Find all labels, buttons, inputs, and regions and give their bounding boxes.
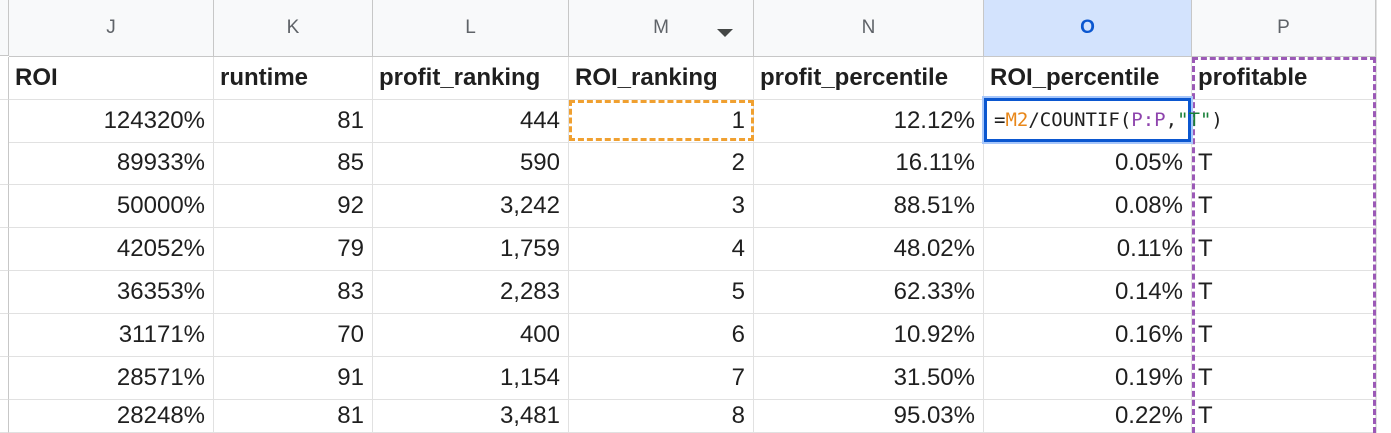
row-gutter[interactable] [0,228,9,271]
cell-o8[interactable]: 0.19% [984,357,1192,400]
cell-n4[interactable]: 88.51% [754,185,984,228]
column-menu-caret-icon[interactable] [717,29,733,37]
cell-n7[interactable]: 10.92% [754,314,984,357]
formula-string: "T" [1177,109,1212,131]
column-header-n[interactable]: N [754,0,984,57]
formula-equals: = [994,109,1006,131]
column-header-p[interactable]: P [1192,0,1376,57]
cell-m7[interactable]: 6 [569,314,754,357]
cell-k5[interactable]: 79 [214,228,373,271]
cell-n9[interactable]: 95.03% [754,400,984,433]
column-letter: P [1277,17,1290,38]
cell-j7[interactable]: 31171% [9,314,214,357]
column-header-l[interactable]: L [373,0,569,57]
column-letter: O [1080,17,1095,38]
row-gutter[interactable] [0,100,9,143]
row-gutter[interactable] [0,142,9,185]
cell-o4[interactable]: 0.08% [984,185,1192,228]
cell-l7[interactable]: 400 [373,314,569,357]
cell-o2[interactable] [984,100,1192,143]
row-gutter[interactable] [0,314,9,357]
column-header-j[interactable]: J [9,0,214,57]
formula-ref-m2: M2 [1005,109,1029,131]
cell-m3[interactable]: 2 [569,142,754,185]
header-cell-n[interactable]: profit_percentile [754,57,984,100]
cell-o5[interactable]: 0.11% [984,228,1192,271]
cell-k4[interactable]: 92 [214,185,373,228]
cell-m6[interactable]: 5 [569,271,754,314]
cell-o3[interactable]: 0.05% [984,142,1192,185]
header-cell-j[interactable]: ROI [9,57,214,100]
column-letter: N [861,17,876,38]
cell-l4[interactable]: 3,242 [373,185,569,228]
cell-j9[interactable]: 28248% [9,400,214,433]
cell-j3[interactable]: 89933% [9,142,214,185]
formula-function: /COUNTIF( [1028,109,1132,131]
row-gutter[interactable] [0,357,9,400]
cell-l8[interactable]: 1,154 [373,357,569,400]
formula-close: ) [1211,109,1223,131]
header-cell-k[interactable]: runtime [214,57,373,100]
row-gutter[interactable] [0,57,9,100]
cell-m4[interactable]: 3 [569,185,754,228]
cell-formula-editor[interactable]: = M2/COUNTIF(P:P, "T") [984,98,1223,142]
column-letter: K [286,17,300,38]
header-cell-l[interactable]: profit_ranking [373,57,569,100]
cell-m8[interactable]: 7 [569,357,754,400]
cell-j2[interactable]: 124320% [9,100,214,143]
cell-l6[interactable]: 2,283 [373,271,569,314]
cell-o7[interactable]: 0.16% [984,314,1192,357]
cell-o9[interactable]: 0.22% [984,400,1192,433]
cell-o6[interactable]: 0.14% [984,271,1192,314]
column-letter: L [465,17,476,38]
row-gutter[interactable] [0,185,9,228]
cell-j5[interactable]: 42052% [9,228,214,271]
cell-n8[interactable]: 31.50% [754,357,984,400]
formula-reference-highlight-m2 [569,100,754,141]
cell-k8[interactable]: 91 [214,357,373,400]
formula-reference-highlight-column-p [1192,57,1376,433]
cell-k9[interactable]: 81 [214,400,373,433]
cell-n3[interactable]: 16.11% [754,142,984,185]
column-letter: M [653,17,669,38]
cell-j4[interactable]: 50000% [9,185,214,228]
cell-k6[interactable]: 83 [214,271,373,314]
cell-l9[interactable]: 3,481 [373,400,569,433]
vertical-scrollbar[interactable] [1376,0,1391,433]
column-letter: J [106,17,116,38]
cell-k2[interactable]: 81 [214,100,373,143]
cell-m5[interactable]: 4 [569,228,754,271]
cell-l2[interactable]: 444 [373,100,569,143]
row-gutter[interactable] [0,271,9,314]
formula-ref-p: P:P [1131,109,1166,131]
row-gutter[interactable] [0,400,9,433]
column-header-k[interactable]: K [214,0,373,57]
cell-m9[interactable]: 8 [569,400,754,433]
cell-l5[interactable]: 1,759 [373,228,569,271]
cell-k7[interactable]: 70 [214,314,373,357]
cell-n6[interactable]: 62.33% [754,271,984,314]
header-cell-m[interactable]: ROI_ranking [569,57,754,100]
cell-k3[interactable]: 85 [214,142,373,185]
header-cell-o[interactable]: ROI_percentile [984,57,1192,100]
column-header-m[interactable]: M [569,0,754,57]
formula-comma: , [1165,109,1178,131]
corner-gutter [0,0,9,56]
cell-n2[interactable]: 12.12% [754,100,984,143]
cell-j6[interactable]: 36353% [9,271,214,314]
column-header-o[interactable]: O [984,0,1192,57]
cell-j8[interactable]: 28571% [9,357,214,400]
cell-n5[interactable]: 48.02% [754,228,984,271]
cell-l3[interactable]: 590 [373,142,569,185]
